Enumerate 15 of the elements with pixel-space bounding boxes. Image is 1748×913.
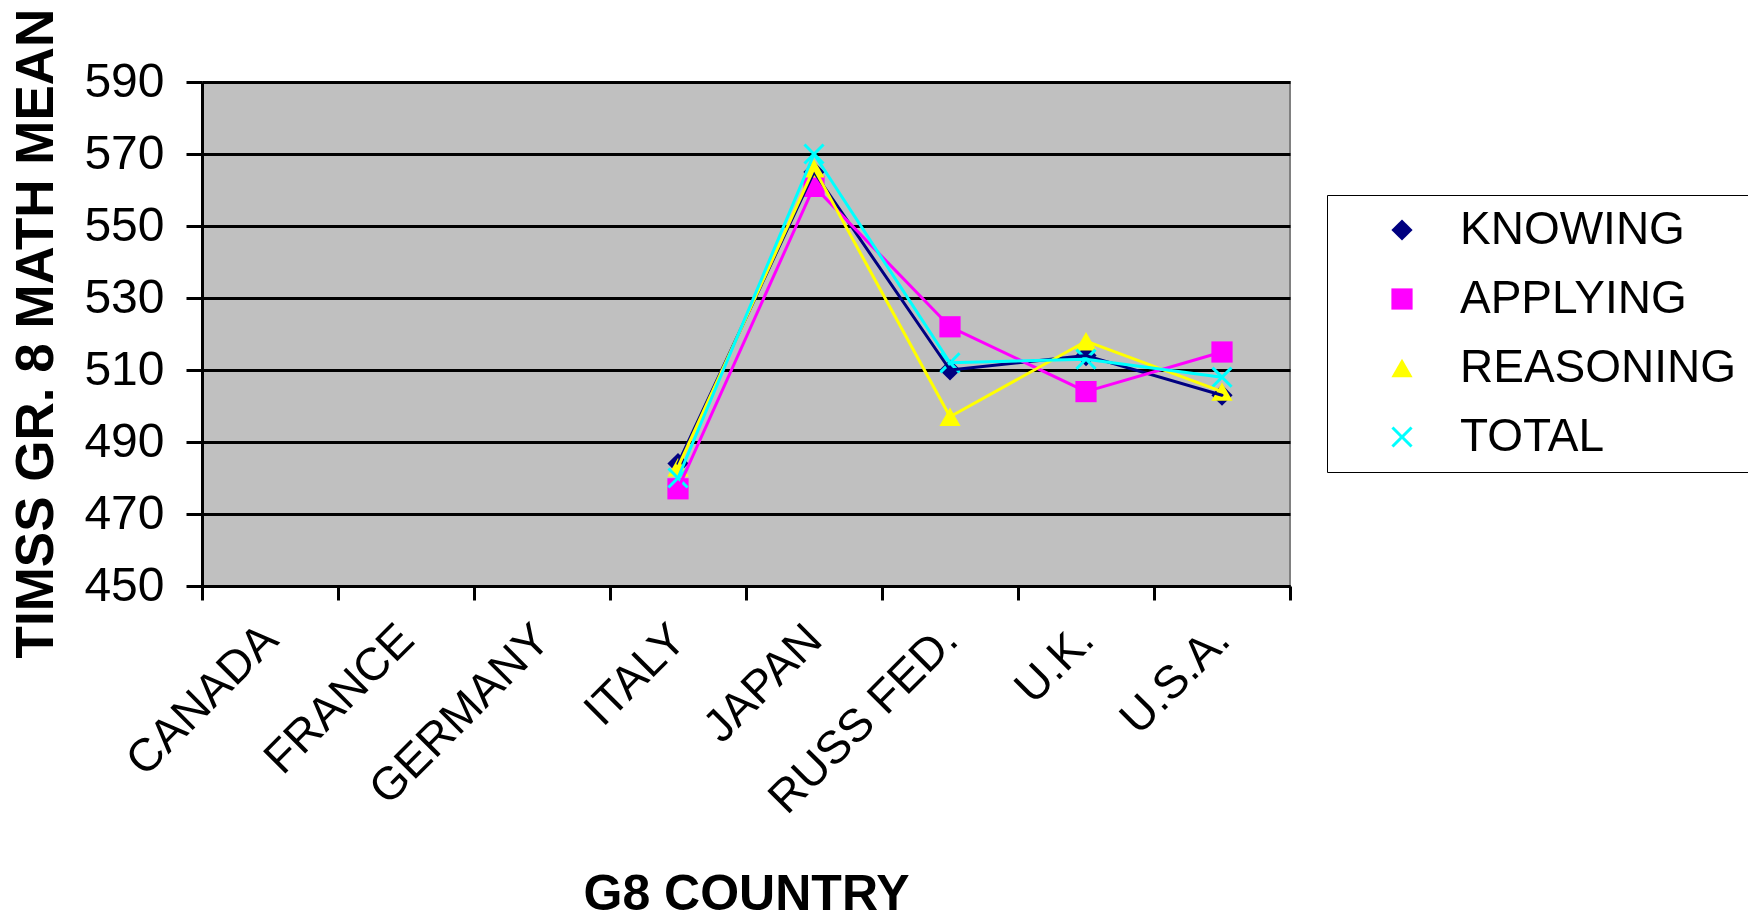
y-tick-label: 550: [84, 197, 165, 251]
y-tick-label: 450: [84, 557, 165, 611]
legend-label: REASONING: [1460, 340, 1737, 392]
y-tick-label: 490: [84, 413, 165, 467]
y-axis-title: TIMSS GR. 8 MATH MEAN: [4, 8, 64, 659]
x-tick-label: U.K.: [1003, 612, 1104, 713]
y-tick-label: 590: [84, 53, 165, 107]
y-tick-label: 570: [84, 125, 165, 179]
y-tick-label: 510: [84, 341, 165, 395]
legend-label: APPLYING: [1460, 271, 1687, 323]
legend-label: TOTAL: [1460, 409, 1604, 461]
x-axis-title: G8 COUNTRY: [583, 864, 910, 913]
y-tick-label: 530: [84, 269, 165, 323]
y-tick-label: 470: [84, 485, 165, 539]
legend-label: KNOWING: [1460, 202, 1685, 254]
